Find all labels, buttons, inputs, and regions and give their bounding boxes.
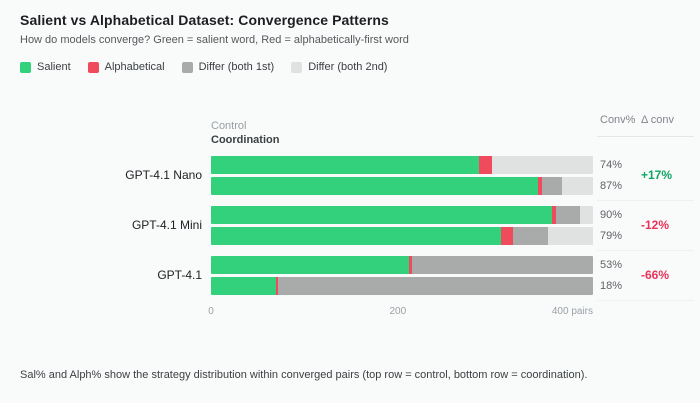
control-stacked-bar <box>211 256 593 274</box>
legend-item: Differ (both 1st) <box>181 61 275 73</box>
delta-conv-value: -66% <box>641 268 670 282</box>
legend-item: Salient <box>20 61 71 73</box>
legend-label: Alphabetical <box>104 61 165 73</box>
legend-item: Alphabetical <box>87 61 165 73</box>
model-group: GPT-4.1 53% 18% -66% <box>0 256 700 301</box>
legend: Salient Alphabetical Differ (both 1st) Diff… <box>20 61 387 73</box>
bar-segment-differ-both-2nd <box>492 156 593 174</box>
stats-row-divider <box>597 250 694 251</box>
bar-segment-alphabetical <box>276 277 279 295</box>
legend-label: Salient <box>37 61 71 73</box>
coordination-stacked-bar <box>211 277 593 295</box>
axis-tick-label: 0 <box>208 306 214 317</box>
bar-segment-alphabetical <box>551 206 556 224</box>
bar-segment-differ-both-1st <box>411 256 593 274</box>
delta-conv-value: -12% <box>641 218 670 232</box>
bar-segment-alphabetical <box>537 177 542 195</box>
legend-swatch-icon <box>20 61 31 73</box>
legend-swatch-icon <box>87 61 99 73</box>
page-title: Salient vs Alphabetical Dataset: Converg… <box>20 12 389 28</box>
model-label: GPT-4.1 Mini <box>131 218 202 232</box>
bar-segment-salient <box>211 156 480 174</box>
bar-segment-differ-both-2nd <box>562 177 593 195</box>
model-label: GPT-4.1 <box>157 268 202 282</box>
legend-swatch-icon <box>291 61 303 73</box>
conv-pct-control: 74% <box>600 159 623 171</box>
stats-row-divider <box>597 200 694 201</box>
coordination-stacked-bar <box>211 177 593 195</box>
coordination-row-label: Coordination <box>211 134 280 146</box>
stats-row-divider <box>597 300 694 301</box>
bar-segment-alphabetical <box>501 227 513 245</box>
bar-segment-salient <box>211 256 409 274</box>
footnote: Sal% and Alph% show the strategy distrib… <box>20 369 588 381</box>
control-stacked-bar <box>211 206 593 224</box>
delta-conv-value: +17% <box>641 168 673 182</box>
conv-column-header: Conv% <box>600 114 636 126</box>
model-label: GPT-4.1 Nano <box>125 168 202 182</box>
axis-tick-label: 400 pairs <box>551 306 593 317</box>
conv-pct-control: 90% <box>600 209 623 221</box>
bar-segment-differ-both-1st <box>541 177 563 195</box>
control-stacked-bar <box>211 156 593 174</box>
bar-segment-alphabetical <box>479 156 493 174</box>
bar-segment-salient <box>211 277 277 295</box>
conv-pct-coordination: 18% <box>600 280 623 292</box>
bar-segment-differ-both-1st <box>555 206 580 224</box>
bar-segment-differ-both-1st <box>512 227 549 245</box>
axis-tick-label: 200 <box>389 306 407 317</box>
bar-segment-differ-both-2nd <box>579 206 593 224</box>
bar-segment-salient <box>211 206 552 224</box>
conv-pct-control: 53% <box>600 259 623 271</box>
x-axis: 0 200 400 pairs <box>208 306 593 320</box>
bar-segment-salient <box>211 177 538 195</box>
model-group: GPT-4.1 Nano 74% 87% +17% <box>0 156 700 201</box>
delta-column-header: Δ conv <box>641 114 675 126</box>
legend-swatch-icon <box>181 61 193 73</box>
coordination-stacked-bar <box>211 227 593 245</box>
control-row-label: Control <box>211 120 247 132</box>
chart-subtitle: How do models converge? Green = salient … <box>20 34 409 46</box>
legend-item: Differ (both 2nd) <box>291 61 387 73</box>
conv-pct-coordination: 79% <box>600 230 623 242</box>
legend-label: Differ (both 2nd) <box>308 61 388 73</box>
conv-pct-coordination: 87% <box>600 180 623 192</box>
bar-segment-salient <box>211 227 502 245</box>
bar-segment-differ-both-1st <box>278 277 593 295</box>
bar-segment-differ-both-2nd <box>548 227 593 245</box>
model-group: GPT-4.1 Mini 90% 79% -12% <box>0 206 700 251</box>
legend-label: Differ (both 1st) <box>198 61 275 73</box>
stats-header-divider <box>597 136 694 137</box>
bar-segment-alphabetical <box>409 256 412 274</box>
